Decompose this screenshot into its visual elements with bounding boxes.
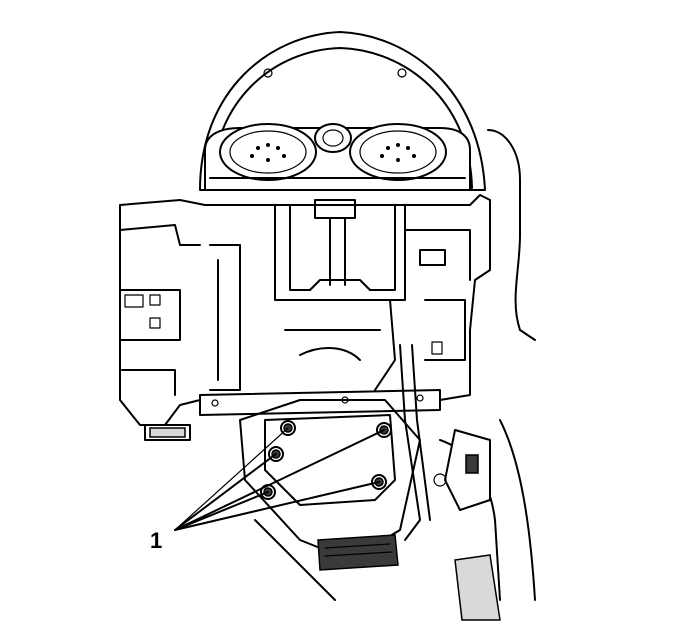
callout-leaders: [174, 427, 385, 531]
callout-label-1: 1: [150, 528, 162, 553]
right-gauge: [349, 123, 447, 181]
ip-carrier-frame: [119, 194, 491, 441]
pedal-assembly: [239, 344, 501, 621]
right-side-panel: [487, 129, 536, 601]
instrument-cluster: [204, 123, 471, 191]
left-gauge: [219, 123, 317, 181]
steering-column-area: [279, 299, 396, 391]
bolt: [376, 422, 392, 438]
center-gauge: [314, 123, 352, 153]
